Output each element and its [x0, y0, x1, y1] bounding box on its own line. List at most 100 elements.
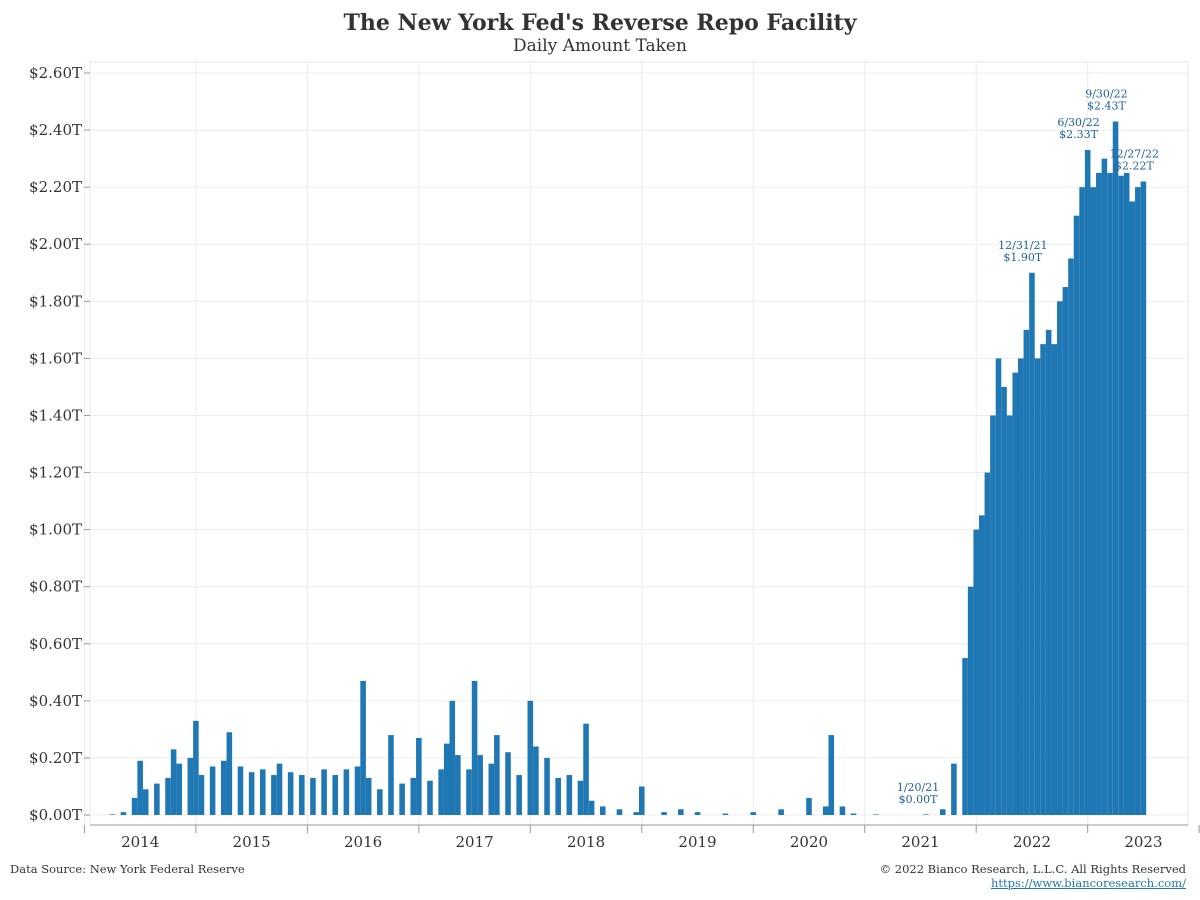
y-tick-label: $0.20T	[29, 749, 82, 767]
bar-67	[839, 806, 846, 815]
bar-69	[873, 814, 879, 815]
bar-59	[678, 809, 684, 815]
copyright-text: © 2022 Bianco Research, L.L.C. All Right…	[879, 862, 1186, 876]
bar-20	[287, 772, 294, 815]
bar-43	[494, 735, 500, 815]
bar-12	[209, 766, 216, 815]
bar-97	[1096, 172, 1102, 815]
x-tick-label: 2020	[790, 833, 828, 851]
bar-49	[555, 777, 561, 815]
bar-1	[120, 812, 127, 815]
bar-38	[455, 755, 461, 815]
bar-105	[1140, 181, 1147, 815]
bar-29	[377, 789, 383, 815]
bar-72	[951, 763, 957, 815]
y-tick-label: $1.80T	[29, 292, 82, 310]
bar-52	[583, 723, 589, 815]
chart-title: The New York Fed's Reverse Repo Facility	[343, 10, 857, 36]
bar-23	[321, 769, 327, 815]
bar-37	[449, 700, 456, 815]
y-tick-label: $1.20T	[29, 464, 82, 482]
bar-60	[694, 812, 701, 815]
bar-82	[1012, 372, 1019, 815]
x-tick-label: 2019	[678, 833, 716, 851]
bar-3	[137, 760, 143, 815]
x-tick-label: 2018	[567, 833, 605, 851]
y-tick-label: $1.00T	[29, 521, 82, 539]
bar-53	[588, 800, 595, 815]
website-link[interactable]: https://www.biancoresearch.com/	[990, 876, 1186, 890]
bar-18	[271, 775, 277, 815]
bar-46	[527, 700, 534, 815]
bar-33	[416, 737, 422, 815]
bar-4	[142, 789, 149, 815]
bar-54	[599, 806, 606, 815]
bar-25	[343, 769, 350, 815]
bar-45	[516, 775, 522, 815]
annotation-date-0: 1/20/21	[897, 781, 939, 794]
bar-51	[577, 780, 584, 815]
bar-9	[187, 757, 194, 815]
y-tick-label: $0.80T	[29, 578, 82, 596]
y-tick-label: $0.60T	[29, 635, 82, 653]
bar-10	[193, 720, 199, 815]
copyright-block: © 2022 Bianco Research, L.L.C. All Right…	[880, 862, 1186, 890]
x-tick-label: 2014	[121, 833, 159, 851]
y-axis-ticks: $0.00T $0.20T $0.40T $0.60T $0.80T $1.00T $1.2…	[29, 64, 90, 824]
annotations: 1/20/21$0.00T 12/31/21$1.90T 6/30/22$2.33T…	[897, 88, 1159, 806]
bar-2	[131, 797, 138, 815]
bar-56	[633, 812, 639, 815]
bar-104	[1135, 187, 1141, 816]
bar-55	[616, 809, 623, 815]
bar-22	[310, 777, 316, 815]
y-tick-label: $2.60T	[29, 64, 82, 82]
bar-96	[1090, 187, 1097, 816]
x-tick-label: 2015	[233, 833, 271, 851]
data-source-note: Data Source: New York Federal Reserve	[10, 862, 245, 876]
bar-11	[198, 775, 205, 815]
bar-91	[1062, 287, 1069, 815]
annotation-date-4: 12/27/22	[1110, 147, 1159, 160]
bar-series	[109, 121, 1147, 816]
bar-76	[978, 515, 985, 815]
bar-86	[1034, 358, 1041, 815]
bar-47	[533, 746, 539, 815]
y-tick-label: $0.00T	[29, 806, 82, 824]
bar-30	[388, 735, 394, 815]
bar-102	[1123, 172, 1130, 815]
bar-34	[427, 780, 433, 815]
bar-21	[299, 775, 305, 815]
bar-65	[822, 806, 829, 815]
bar-7	[170, 749, 177, 815]
bar-5	[154, 783, 160, 815]
bar-26	[354, 766, 361, 815]
bar-61	[722, 813, 729, 815]
bar-70	[923, 814, 929, 815]
bar-95	[1084, 150, 1091, 816]
y-tick-label: $1.60T	[29, 349, 82, 367]
bar-17	[259, 769, 266, 815]
bar-92	[1068, 258, 1074, 815]
y-tick-label: $2.00T	[29, 235, 82, 253]
bar-98	[1101, 158, 1108, 816]
bar-15	[237, 766, 244, 815]
bar-58	[661, 812, 667, 815]
bar-93	[1073, 215, 1080, 815]
annotation-date-2: 6/30/22	[1057, 116, 1099, 129]
bar-50	[566, 775, 573, 815]
bar-42	[488, 763, 495, 815]
bar-77	[984, 472, 991, 815]
bar-81	[1006, 415, 1013, 815]
bar-63	[778, 809, 784, 815]
bar-40	[471, 680, 478, 815]
y-tick-label: $2.20T	[29, 178, 82, 196]
bar-14	[226, 732, 233, 815]
x-tick-label: 2016	[344, 833, 382, 851]
annotation-date-1: 12/31/21	[998, 239, 1047, 252]
bar-103	[1129, 201, 1136, 815]
bar-79	[995, 358, 1002, 815]
bar-16	[248, 772, 255, 815]
bar-57	[639, 786, 645, 815]
bar-101	[1118, 175, 1124, 815]
